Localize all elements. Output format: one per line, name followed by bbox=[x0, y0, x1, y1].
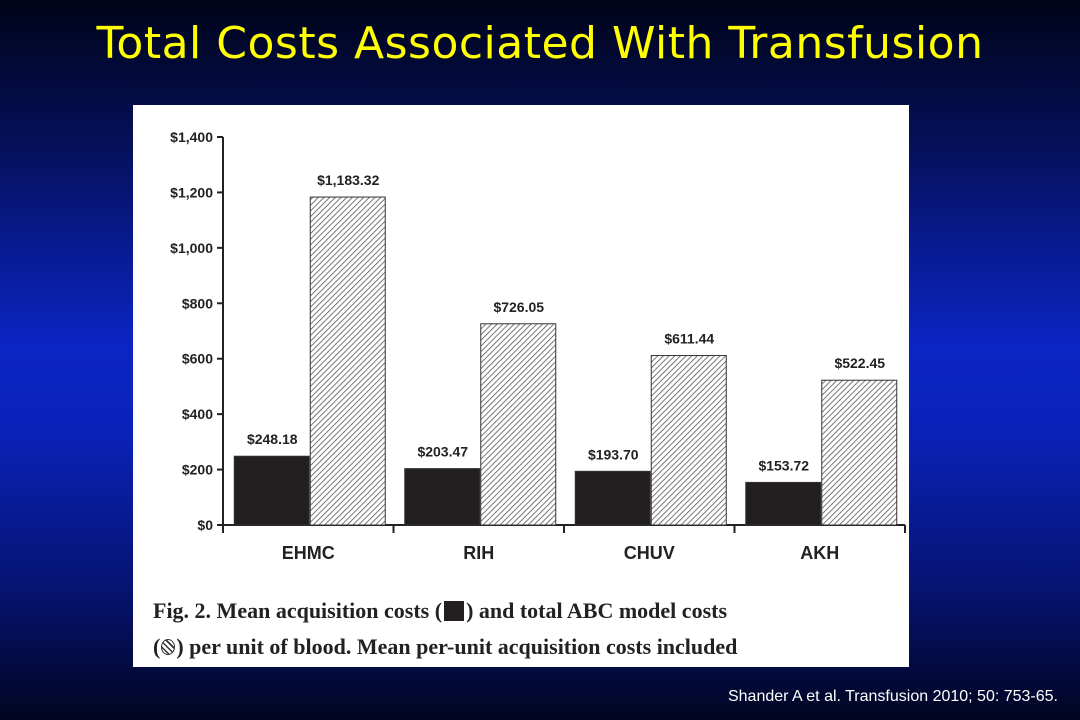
category-label: EHMC bbox=[282, 543, 335, 563]
abc-total-bar bbox=[821, 379, 898, 526]
bar-value-label: $248.18 bbox=[247, 431, 298, 447]
abc-total-bar bbox=[480, 323, 557, 526]
y-tick-label: $800 bbox=[182, 295, 213, 311]
caption-text-4: ) per unit of blood. Mean per-unit acqui… bbox=[176, 634, 738, 659]
category-label: AKH bbox=[800, 543, 839, 563]
bar-chart: $0 $200 $400 $600 $800 $1,000 $1,200 $1,400 $24… bbox=[170, 129, 906, 563]
acquisition-bar bbox=[574, 470, 651, 526]
bar-value-label: $203.47 bbox=[417, 444, 468, 460]
bar-value-label: $726.05 bbox=[493, 299, 544, 315]
y-tick-label: $1,200 bbox=[170, 184, 213, 200]
abc-total-bar bbox=[309, 196, 386, 526]
y-tick-label: $0 bbox=[197, 517, 213, 533]
acquisition-bar bbox=[233, 455, 310, 526]
hatched-legend-swatch bbox=[161, 639, 176, 655]
chart-labels: $248.18 $1,183.32 EHMC $203.47 $726.05 RIH $19… bbox=[247, 172, 885, 563]
figure-panel: $0 $200 $400 $600 $800 $1,000 $1,200 $1,400 $24… bbox=[133, 105, 909, 667]
abc-total-bar bbox=[650, 355, 727, 526]
slide-title: Total Costs Associated With Transfusion bbox=[96, 18, 984, 69]
solid-legend-swatch bbox=[444, 601, 465, 621]
y-tick-label: $1,000 bbox=[170, 240, 213, 256]
bar-value-label: $153.72 bbox=[758, 457, 809, 473]
y-tick-label: $1,400 bbox=[170, 129, 213, 145]
bar-value-label: $1,183.32 bbox=[317, 172, 379, 188]
category-label: RIH bbox=[463, 543, 494, 563]
figure-caption: Fig. 2. Mean acquisition costs ( ) and to… bbox=[153, 593, 893, 665]
citation: Shander A et al. Transfusion 2010; 50: 7… bbox=[727, 688, 1058, 705]
caption-line-2: ( ) per unit of blood. Mean per-unit acqu… bbox=[153, 629, 893, 665]
caption-text-1: Fig. 2. Mean acquisition costs ( bbox=[153, 598, 443, 623]
caption-text-3: ( bbox=[153, 634, 161, 659]
caption-line-1: Fig. 2. Mean acquisition costs ( ) and to… bbox=[153, 593, 893, 629]
acquisition-bar bbox=[404, 468, 481, 526]
y-tick-label: $400 bbox=[182, 406, 213, 422]
acquisition-bar bbox=[745, 481, 822, 526]
y-tick-label: $600 bbox=[182, 351, 213, 367]
caption-text-2: ) and total ABC model costs bbox=[466, 598, 728, 623]
bar-value-label: $522.45 bbox=[834, 355, 885, 371]
y-tick-label: $200 bbox=[182, 462, 213, 478]
bar-value-label: $611.44 bbox=[664, 331, 714, 347]
category-label: CHUV bbox=[624, 543, 675, 563]
chart-bars bbox=[233, 196, 898, 526]
bar-value-label: $193.70 bbox=[588, 446, 639, 462]
